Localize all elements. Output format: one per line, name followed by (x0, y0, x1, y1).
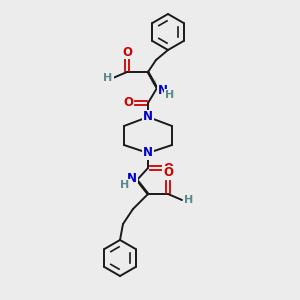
Text: O: O (163, 161, 173, 175)
Polygon shape (148, 72, 158, 90)
Text: N: N (127, 172, 137, 185)
Text: H: H (165, 90, 175, 100)
Text: H: H (184, 195, 194, 205)
Text: N: N (143, 146, 153, 160)
Text: H: H (103, 73, 112, 83)
Text: O: O (163, 167, 173, 179)
Text: N: N (143, 110, 153, 124)
Text: O: O (122, 46, 132, 59)
Text: H: H (120, 180, 130, 190)
Text: N: N (158, 85, 168, 98)
Text: O: O (123, 97, 133, 110)
